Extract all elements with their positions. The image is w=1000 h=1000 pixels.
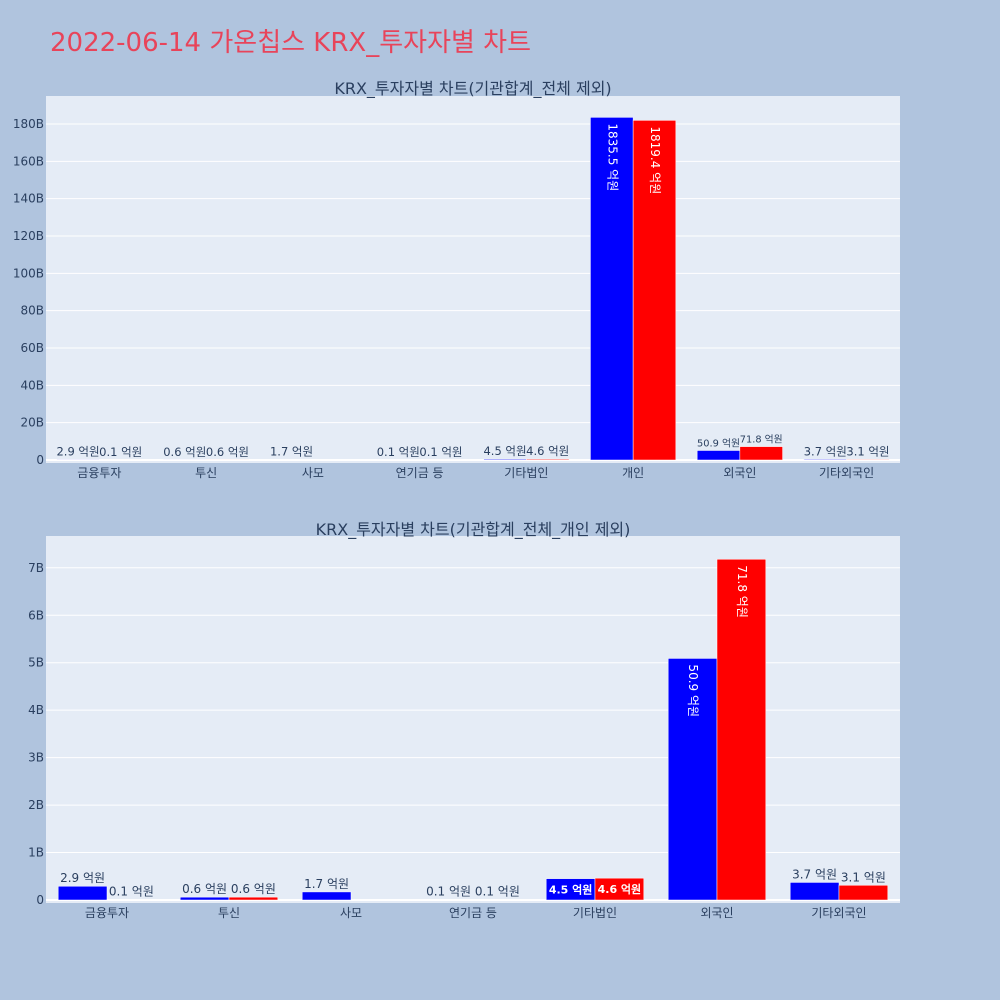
y-tick-label: 3B (28, 751, 44, 765)
bar-sell (526, 458, 570, 461)
bar-buy (590, 117, 634, 461)
data-label: 50.9 억원 (686, 664, 700, 717)
y-tick-label: 40B (20, 378, 44, 392)
data-label: 1835.5 억원 (605, 123, 619, 191)
data-label: 0.1 억원 (377, 445, 420, 459)
chart-title: KRX_투자자별 차트(기관합계_전체_개인 제외) (316, 520, 631, 540)
bar-sell (838, 885, 889, 901)
data-label: 4.6 억원 (598, 882, 642, 896)
data-label: 3.1 억원 (841, 870, 886, 884)
x-tick-label: 기타외국인 (811, 906, 866, 920)
data-label: 0.1 억원 (419, 445, 462, 459)
x-tick-label: 개인 (622, 466, 644, 480)
y-tick-label: 100B (13, 266, 44, 280)
bar-buy (803, 459, 847, 461)
data-label: 71.8 억원 (735, 565, 749, 618)
bar-buy (179, 896, 230, 901)
bar-sell (594, 877, 645, 901)
data-label: 4.6 억원 (526, 444, 569, 458)
x-tick-label: 연기금 등 (396, 466, 444, 480)
x-tick-label: 연기금 등 (449, 906, 497, 920)
data-label: 50.9 억원 (697, 437, 740, 449)
y-tick-label: 5B (28, 656, 44, 670)
y-tick-label: 60B (20, 341, 44, 355)
data-label: 3.1 억원 (846, 444, 889, 458)
y-tick-label: 2B (28, 798, 44, 812)
y-tick-label: 1B (28, 846, 44, 860)
page-title: 2022-06-14 가온칩스 KRX_투자자별 차트 (50, 28, 532, 58)
y-tick-label: 6B (28, 608, 44, 622)
y-tick-label: 160B (13, 154, 44, 168)
x-tick-label: 금융투자 (77, 466, 121, 480)
x-tick-label: 기타법인 (504, 466, 548, 480)
bar-buy (789, 882, 840, 901)
data-label: 71.8 억원 (740, 434, 783, 446)
data-label: 1819.4 억원 (648, 126, 662, 194)
bar-buy (483, 458, 527, 461)
chart-1: 0 20B 40B 60B 80B 100B 120B 140B 160B 180B KRX_투자자… (13, 79, 900, 480)
y-tick-label: 20B (20, 416, 44, 430)
bar-buy (57, 885, 108, 901)
y-tick-label: 7B (28, 561, 44, 575)
x-tick-label: 투신 (195, 466, 217, 480)
bar-sell (716, 559, 767, 901)
bar-buy (667, 658, 718, 901)
y-tick-label: 4B (28, 703, 44, 717)
data-label: 0.6 억원 (182, 882, 227, 896)
chart-title: KRX_투자자별 차트(기관합계_전체 제외) (334, 79, 611, 99)
plot-area (46, 96, 900, 463)
chart-2: 0 1B 2B 3B 4B 5B 6B 7B KRX_투자자별 차트(기관합계_전체_개인 제외… (28, 520, 900, 920)
x-tick-label: 투신 (218, 906, 240, 920)
plot-area (46, 536, 900, 903)
data-label: 2.9 억원 (60, 871, 105, 885)
bar-sell (632, 120, 677, 461)
data-label: 0.1 억원 (426, 885, 471, 899)
data-label: 4.5 억원 (549, 882, 593, 896)
data-label: 2.9 억원 (56, 444, 99, 458)
x-tick-label: 사모 (340, 906, 362, 920)
bar-buy (56, 459, 100, 461)
data-label: 0.6 억원 (206, 445, 249, 459)
bar-sell (846, 459, 890, 461)
x-tick-label: 외국인 (700, 906, 733, 920)
data-label: 0.1 억원 (475, 885, 520, 899)
data-label: 1.7 억원 (270, 445, 313, 459)
y-tick-label: 80B (20, 304, 44, 318)
x-tick-label: 기타법인 (573, 906, 617, 920)
data-label: 1.7 억원 (304, 877, 349, 891)
data-label: 0.1 억원 (109, 885, 154, 899)
data-label: 0.1 억원 (99, 445, 142, 459)
data-label: 3.7 억원 (804, 444, 847, 458)
y-tick-label: 180B (13, 117, 44, 131)
data-label: 3.7 억원 (792, 867, 837, 881)
data-label: 4.5 억원 (483, 444, 526, 458)
data-label: 0.6 억원 (231, 882, 276, 896)
y-tick-label: 0 (36, 453, 44, 467)
bar-buy (301, 891, 352, 901)
x-tick-label: 외국인 (723, 466, 756, 480)
y-tick-label: 0 (36, 893, 44, 907)
bar-buy (696, 450, 741, 461)
y-tick-label: 120B (13, 229, 44, 243)
data-label: 0.6 억원 (163, 445, 206, 459)
x-tick-label: 금융투자 (85, 906, 129, 920)
bar-sell (228, 896, 279, 901)
bar-sell (739, 446, 783, 461)
y-tick-label: 140B (13, 192, 44, 206)
x-tick-label: 사모 (302, 466, 324, 480)
x-tick-label: 기타외국인 (819, 466, 874, 480)
